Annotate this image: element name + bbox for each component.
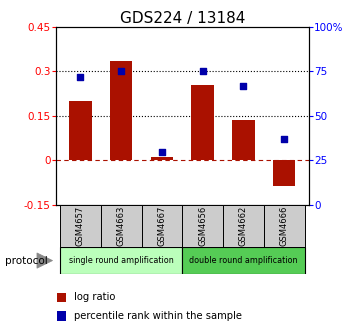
Text: GSM4656: GSM4656 <box>198 206 207 246</box>
Bar <box>57 293 66 302</box>
Text: GSM4667: GSM4667 <box>157 206 166 246</box>
Bar <box>191 85 214 161</box>
Bar <box>273 161 295 186</box>
FancyBboxPatch shape <box>101 205 142 247</box>
FancyBboxPatch shape <box>60 205 101 247</box>
Text: GSM4663: GSM4663 <box>117 206 126 246</box>
Polygon shape <box>37 253 53 268</box>
FancyBboxPatch shape <box>142 205 182 247</box>
Title: GDS224 / 13184: GDS224 / 13184 <box>119 11 245 26</box>
Text: protocol: protocol <box>5 256 48 266</box>
Bar <box>110 61 132 161</box>
Text: GSM4666: GSM4666 <box>280 206 289 246</box>
FancyBboxPatch shape <box>223 205 264 247</box>
Text: percentile rank within the sample: percentile rank within the sample <box>74 311 242 321</box>
Bar <box>151 158 173 161</box>
FancyBboxPatch shape <box>182 205 223 247</box>
FancyBboxPatch shape <box>182 247 305 274</box>
Point <box>78 74 83 79</box>
Text: GSM4657: GSM4657 <box>76 206 85 246</box>
Text: single round amplification: single round amplification <box>69 256 174 265</box>
Bar <box>232 120 255 161</box>
Point <box>281 136 287 142</box>
Point <box>200 69 205 74</box>
Text: double round amplification: double round amplification <box>189 256 298 265</box>
Bar <box>57 311 66 321</box>
Text: GSM4662: GSM4662 <box>239 206 248 246</box>
FancyBboxPatch shape <box>264 205 305 247</box>
Bar <box>69 101 92 161</box>
Point <box>240 83 246 88</box>
FancyBboxPatch shape <box>60 247 182 274</box>
Point <box>118 69 124 74</box>
Point <box>159 149 165 154</box>
Text: log ratio: log ratio <box>74 292 116 302</box>
